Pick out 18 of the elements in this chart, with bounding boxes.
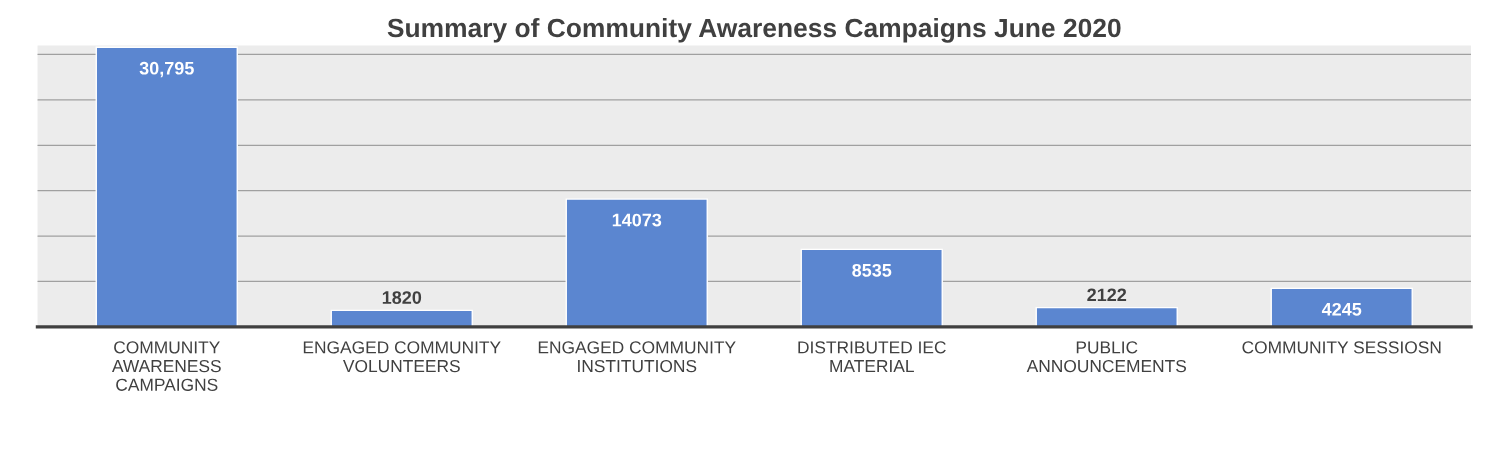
x-tick-label: DISTRIBUTED IEC MATERIAL [798,341,946,373]
bar [565,198,708,327]
x-tick-label: ENGAGED COMMUNITY INSTITUTIONS [538,341,736,373]
chart-title: Summary of Community Awareness Campaigns June 2020 [387,17,1121,43]
data-label: 14073 [612,213,662,227]
x-tick-label: PUBLIC ANNOUNCEMENTS [1026,341,1186,373]
bar [95,46,238,327]
x-tick-label: ENGAGED COMMUNITY VOLUNTEERS [303,341,501,373]
data-label: 8535 [852,263,892,277]
x-tick-label: COMMUNITY SESSIOSN [1242,341,1441,354]
data-label: 4245 [1321,302,1362,316]
bar [1035,306,1178,327]
x-tick-label: COMMUNITY AWARENESS CAMPAIGNS [111,341,221,391]
data-label: 2122 [1087,288,1127,302]
data-label: 30,795 [139,61,194,78]
data-label: 1820 [382,291,422,304]
bar [1270,287,1413,327]
bar [800,248,943,327]
